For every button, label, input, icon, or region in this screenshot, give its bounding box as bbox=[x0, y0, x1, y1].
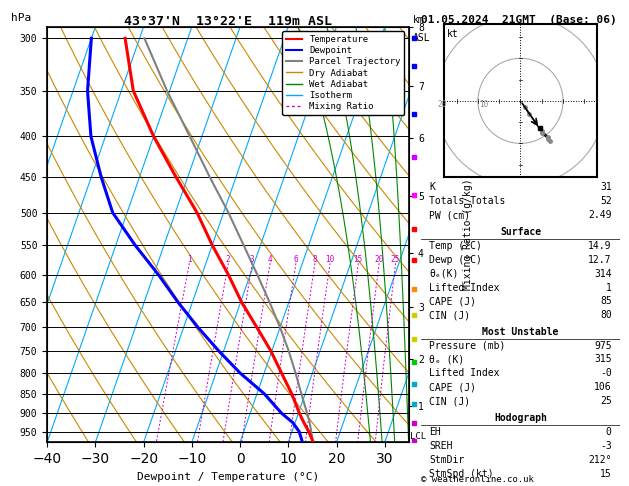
Text: Most Unstable: Most Unstable bbox=[482, 327, 559, 337]
Text: 4: 4 bbox=[267, 256, 272, 264]
Text: 2.49: 2.49 bbox=[588, 210, 611, 221]
Text: EH: EH bbox=[430, 427, 441, 436]
Text: 10: 10 bbox=[479, 100, 488, 109]
Text: 3: 3 bbox=[250, 256, 255, 264]
Text: CAPE (J): CAPE (J) bbox=[430, 382, 476, 392]
Text: © weatheronline.co.uk: © weatheronline.co.uk bbox=[421, 474, 534, 484]
Text: LCL: LCL bbox=[410, 433, 426, 441]
Text: 1: 1 bbox=[606, 282, 611, 293]
Text: Temp (°C): Temp (°C) bbox=[430, 241, 482, 251]
Text: 25: 25 bbox=[600, 396, 611, 406]
Text: ASL: ASL bbox=[413, 33, 430, 43]
Text: Lifted Index: Lifted Index bbox=[430, 368, 500, 379]
Text: -3: -3 bbox=[600, 441, 611, 451]
Text: Hodograph: Hodograph bbox=[494, 413, 547, 423]
Text: -0: -0 bbox=[600, 368, 611, 379]
Text: StmDir: StmDir bbox=[430, 455, 465, 465]
Text: 8: 8 bbox=[313, 256, 317, 264]
Text: 20: 20 bbox=[374, 256, 384, 264]
Text: PW (cm): PW (cm) bbox=[430, 210, 470, 221]
Text: Dewp (°C): Dewp (°C) bbox=[430, 255, 482, 265]
Text: 0: 0 bbox=[606, 427, 611, 436]
Text: 106: 106 bbox=[594, 382, 611, 392]
Text: 15: 15 bbox=[600, 469, 611, 479]
Text: 314: 314 bbox=[594, 269, 611, 278]
Text: 975: 975 bbox=[594, 341, 611, 350]
Text: 20: 20 bbox=[437, 100, 447, 109]
Text: CAPE (J): CAPE (J) bbox=[430, 296, 476, 306]
Text: 2: 2 bbox=[226, 256, 230, 264]
Text: 315: 315 bbox=[594, 354, 611, 364]
Text: Surface: Surface bbox=[500, 227, 541, 237]
Text: 1: 1 bbox=[187, 256, 191, 264]
Text: 85: 85 bbox=[600, 296, 611, 306]
Text: 10: 10 bbox=[325, 256, 335, 264]
Y-axis label: Mixing Ratio (g/kg): Mixing Ratio (g/kg) bbox=[463, 179, 472, 290]
Text: 80: 80 bbox=[600, 310, 611, 320]
Text: CIN (J): CIN (J) bbox=[430, 396, 470, 406]
Text: 25: 25 bbox=[391, 256, 400, 264]
Text: K: K bbox=[430, 182, 435, 192]
Text: 52: 52 bbox=[600, 196, 611, 206]
Text: θₑ(K): θₑ(K) bbox=[430, 269, 459, 278]
Text: Pressure (mb): Pressure (mb) bbox=[430, 341, 506, 350]
Text: θₑ (K): θₑ (K) bbox=[430, 354, 465, 364]
Text: kt: kt bbox=[447, 29, 459, 39]
Text: hPa: hPa bbox=[11, 13, 31, 22]
Text: 01.05.2024  21GMT  (Base: 06): 01.05.2024 21GMT (Base: 06) bbox=[421, 15, 617, 25]
Text: 12.7: 12.7 bbox=[588, 255, 611, 265]
Text: 14.9: 14.9 bbox=[588, 241, 611, 251]
Text: 6: 6 bbox=[293, 256, 298, 264]
Text: Lifted Index: Lifted Index bbox=[430, 282, 500, 293]
X-axis label: Dewpoint / Temperature (°C): Dewpoint / Temperature (°C) bbox=[137, 471, 319, 482]
Text: Totals Totals: Totals Totals bbox=[430, 196, 506, 206]
Legend: Temperature, Dewpoint, Parcel Trajectory, Dry Adiabat, Wet Adiabat, Isotherm, Mi: Temperature, Dewpoint, Parcel Trajectory… bbox=[282, 31, 404, 115]
Text: StmSpd (kt): StmSpd (kt) bbox=[430, 469, 494, 479]
Text: 212°: 212° bbox=[588, 455, 611, 465]
Text: SREH: SREH bbox=[430, 441, 453, 451]
Text: km: km bbox=[413, 15, 424, 25]
Text: 43°37'N  13°22'E  119m ASL: 43°37'N 13°22'E 119m ASL bbox=[124, 15, 332, 28]
Text: 15: 15 bbox=[353, 256, 363, 264]
Text: CIN (J): CIN (J) bbox=[430, 310, 470, 320]
Text: 31: 31 bbox=[600, 182, 611, 192]
